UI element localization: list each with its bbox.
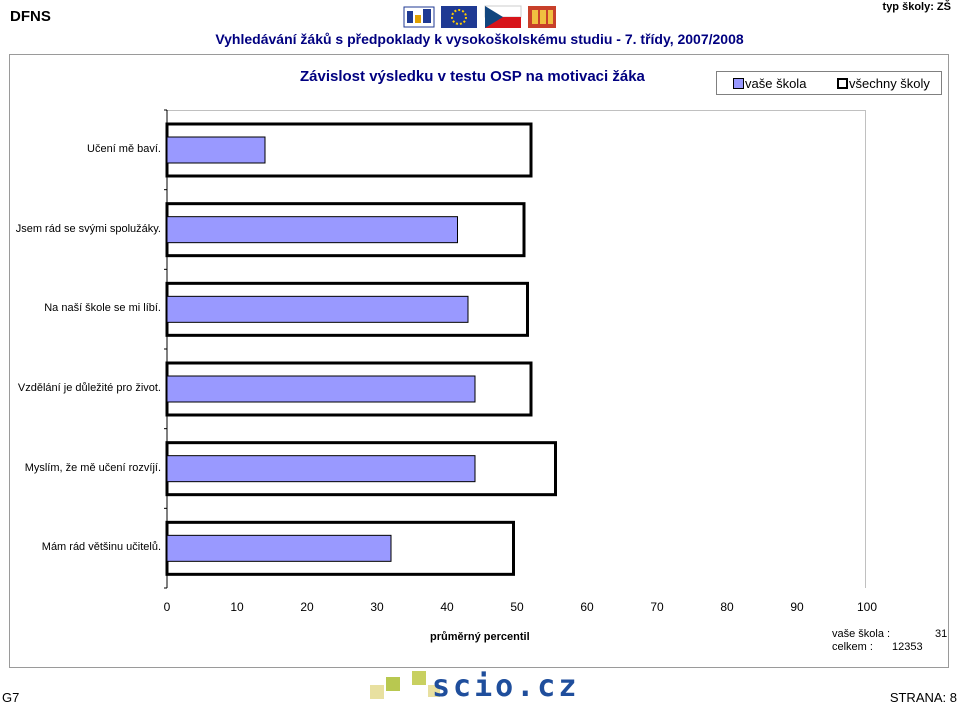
x-tick-label: 0 bbox=[163, 600, 171, 614]
x-axis-label: průměrný percentil bbox=[430, 631, 530, 643]
brand-label: DFNS bbox=[10, 8, 51, 25]
legend-swatch-school bbox=[733, 78, 744, 89]
plot-area bbox=[166, 110, 866, 588]
bar-your-school bbox=[166, 375, 476, 403]
x-tick-label: 30 bbox=[370, 600, 384, 614]
category-label: Vzdělání je důležité pro život. bbox=[17, 382, 161, 394]
x-tick-label: 70 bbox=[650, 600, 664, 614]
legend-label-school: vaše škola bbox=[745, 76, 807, 91]
category-label: Jsem rád se svými spolužáky. bbox=[15, 222, 161, 235]
legend-swatch-all bbox=[837, 78, 848, 89]
school-type-label: typ školy: ZŠ bbox=[882, 1, 951, 13]
x-tick-label: 90 bbox=[790, 600, 804, 614]
x-tick-label: 10 bbox=[230, 600, 244, 614]
chart-title: Závislost výsledku v testu OSP na motiva… bbox=[300, 68, 645, 85]
category-label: Myslím, že mě učení rozvíjí. bbox=[24, 461, 161, 474]
x-tick-label: 50 bbox=[510, 600, 524, 614]
x-tick-label: 20 bbox=[300, 600, 314, 614]
stats-box: vaše škola : 31 celkem : 12353 bbox=[832, 628, 947, 654]
chart-frame bbox=[9, 54, 949, 668]
category-label: Mám rád většinu učitelů. bbox=[41, 541, 161, 554]
eu-flag-icon bbox=[440, 5, 478, 29]
x-tick-label: 100 bbox=[856, 600, 878, 614]
bar-your-school bbox=[166, 216, 458, 244]
prague-logo bbox=[527, 5, 557, 29]
stats-school-label: vaše škola : bbox=[832, 628, 891, 640]
x-tick-label: 40 bbox=[440, 600, 454, 614]
category-label: Na naší škole se mi líbí. bbox=[44, 302, 161, 315]
bar-your-school bbox=[166, 455, 476, 483]
bar-your-school bbox=[166, 534, 392, 562]
chart-legend: vaše škola všechny školy bbox=[716, 71, 942, 95]
bar-your-school bbox=[166, 295, 469, 323]
stats-total-value: 12353 bbox=[892, 641, 923, 653]
page-code: G7 bbox=[2, 690, 20, 705]
cz-flag-icon bbox=[484, 5, 522, 29]
category-label: Učení mě baví. bbox=[87, 143, 161, 155]
stats-school-value: 31 bbox=[935, 628, 948, 640]
x-tick-label: 80 bbox=[720, 600, 734, 614]
scio-logo-text: scio.cz bbox=[432, 669, 580, 704]
report-title: Vyhledávání žáků s předpoklady k vysokoš… bbox=[215, 31, 744, 47]
x-tick-label: 60 bbox=[580, 600, 594, 614]
legend-label-all: všechny školy bbox=[849, 76, 930, 91]
stats-total-label: celkem : bbox=[832, 641, 873, 653]
scio-logo: scio.cz bbox=[370, 669, 600, 710]
page-number: STRANA: 8 bbox=[889, 690, 957, 705]
esf-logo bbox=[403, 5, 435, 29]
bar-your-school bbox=[166, 136, 266, 164]
